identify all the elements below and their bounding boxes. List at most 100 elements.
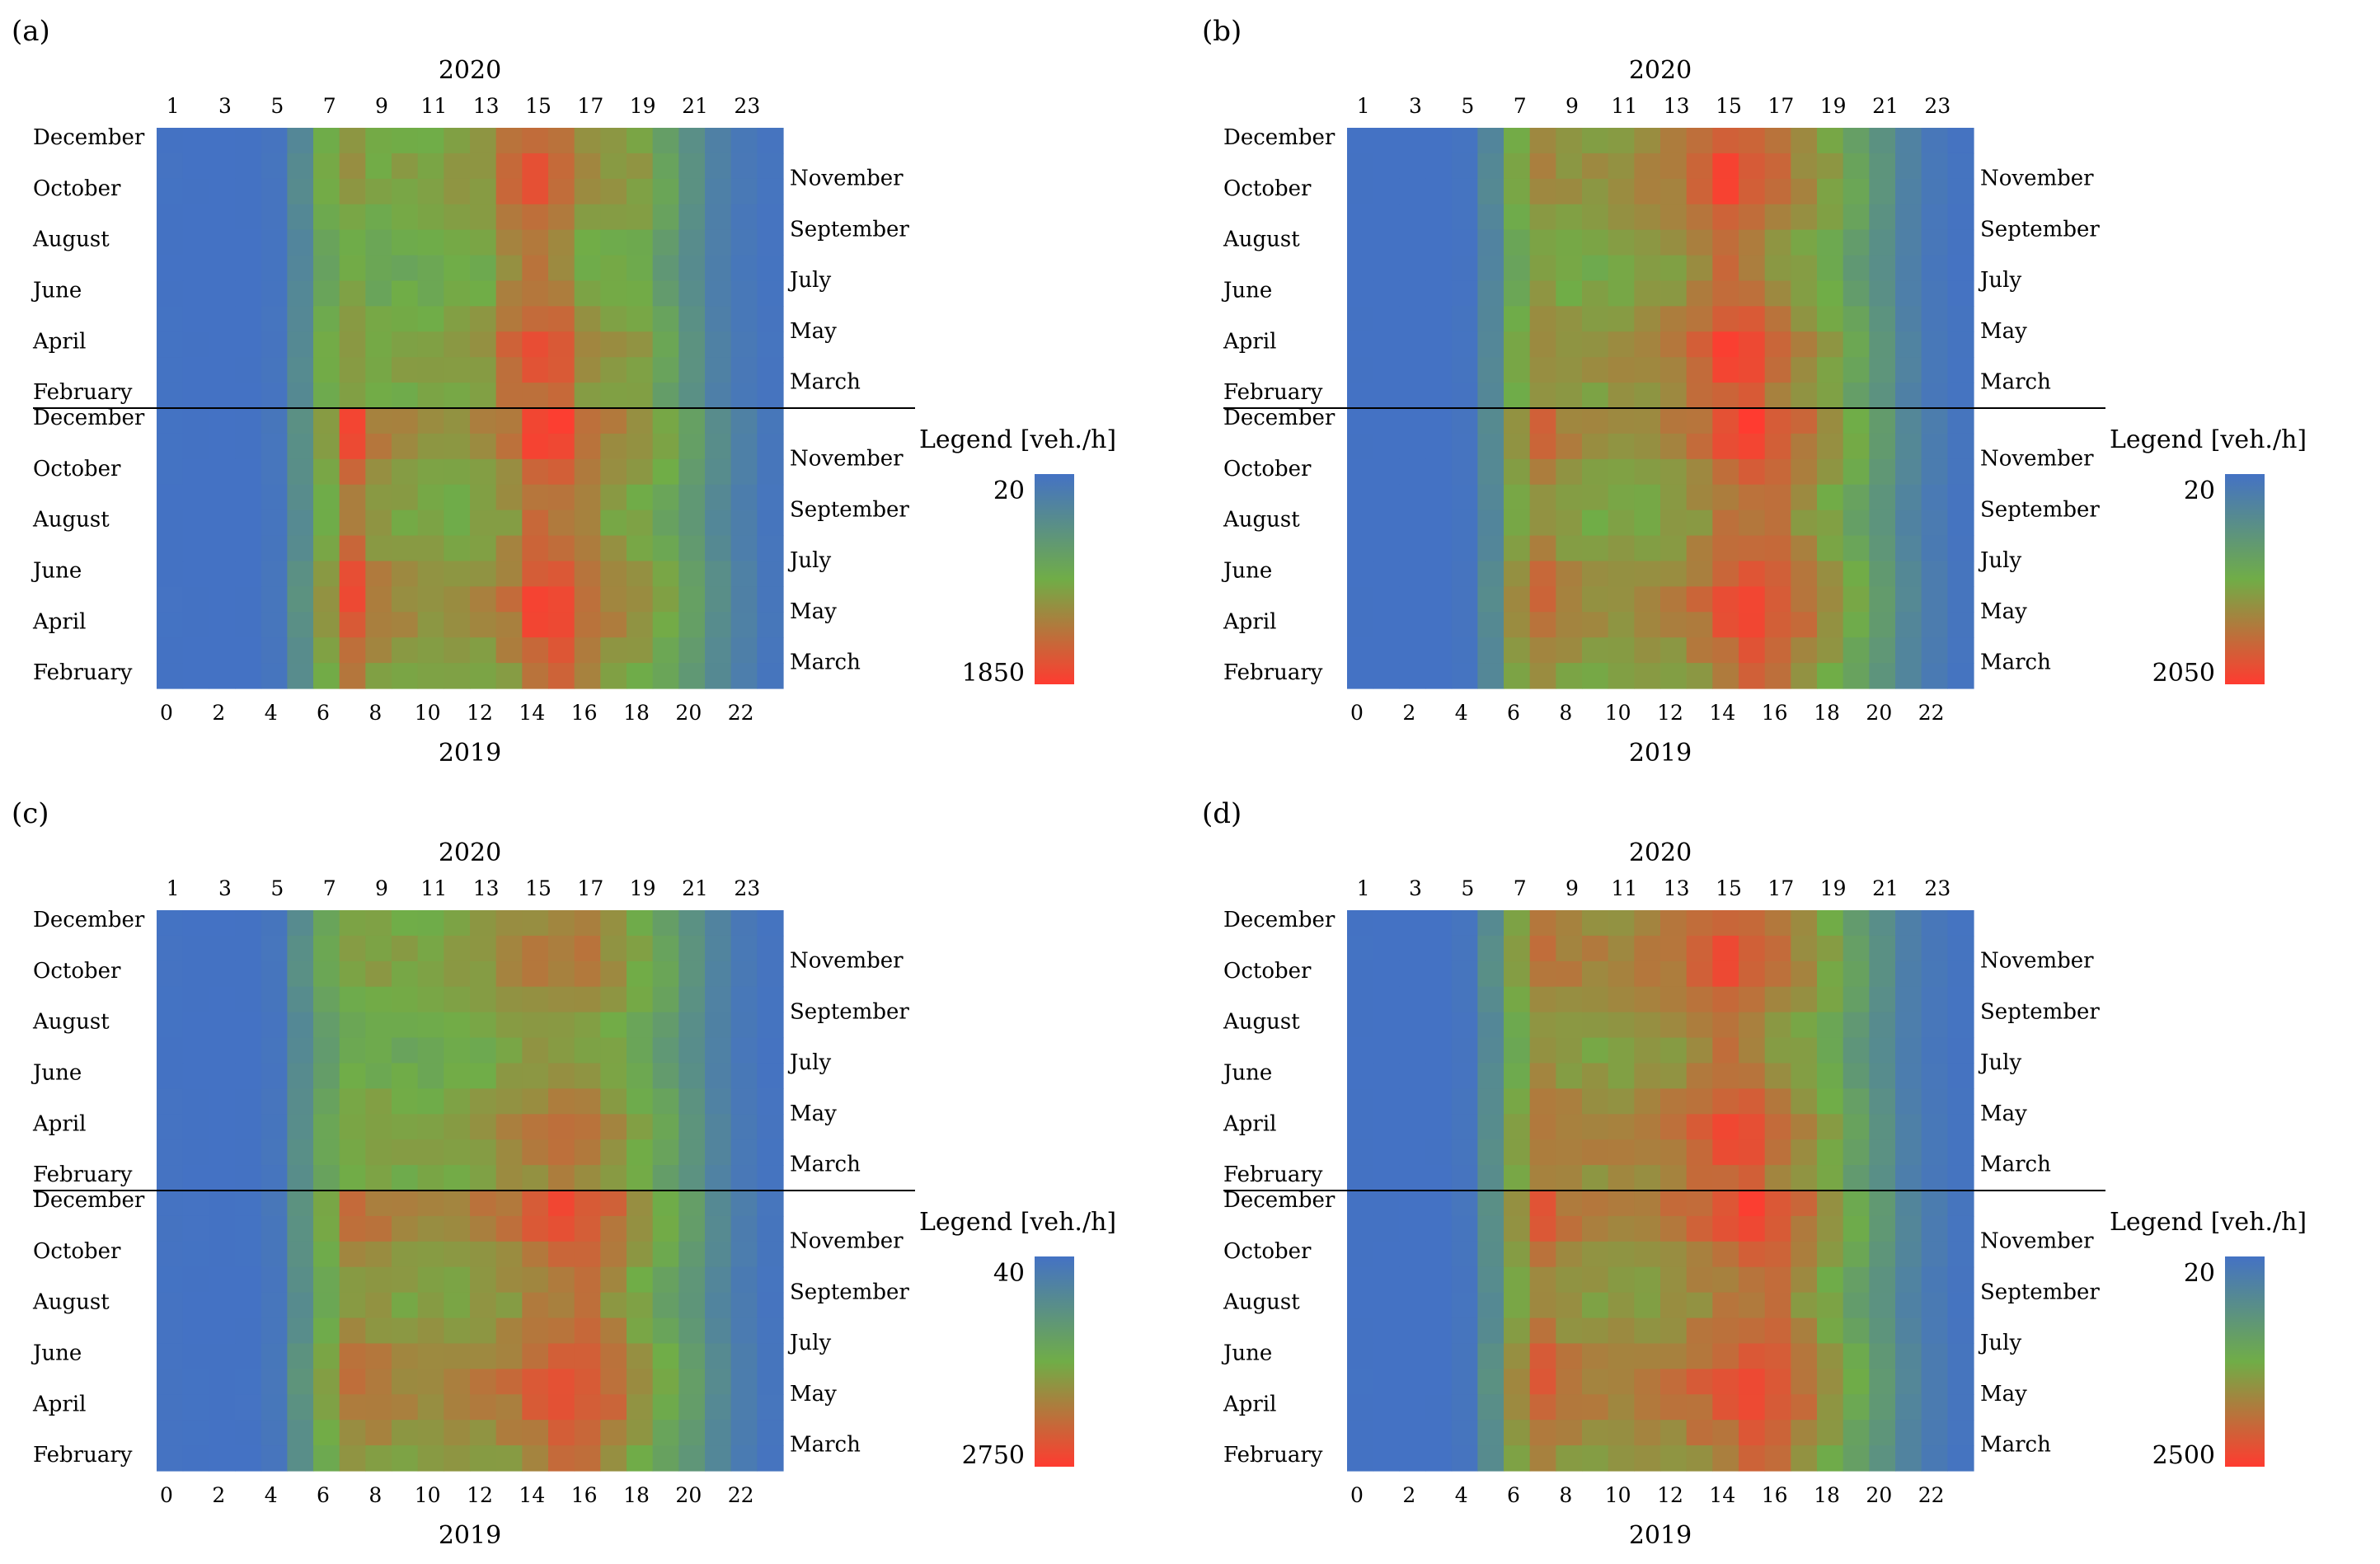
heatmap-cell [1921,510,1948,537]
month-label-right: May [1980,1101,2027,1126]
heatmap-cell [1791,128,1818,154]
heatmap-cell [365,1191,392,1217]
heatmap-cell [1504,128,1531,154]
heatmap-cell [1425,306,1453,332]
heatmap-cell [235,306,262,332]
heatmap-cell [522,1266,549,1294]
heatmap-cell [1921,935,1948,962]
heatmap-cell [757,1191,784,1217]
top-tick-label: 9 [375,94,388,118]
heatmap-cell [261,255,288,282]
heatmap-cell [1686,986,1713,1013]
heatmap-cell [365,663,392,689]
heatmap-cell [730,280,758,307]
heatmap-cell [1791,331,1818,358]
heatmap-cell [1582,1292,1609,1319]
heatmap-cell [1373,153,1400,180]
heatmap-cell [1660,510,1688,537]
heatmap-cell [1921,535,1948,562]
heatmap-cell [652,986,679,1013]
heatmap-cell [182,510,209,537]
top-tick-label: 15 [1716,876,1742,900]
heatmap-cell [392,637,419,664]
heatmap-cell [235,383,262,409]
heatmap-cell [1791,458,1818,486]
heatmap-cell [287,986,314,1013]
heatmap-cell [1582,306,1609,332]
heatmap-cell [339,1445,366,1472]
heatmap-cell [1608,1445,1635,1472]
heatmap-cell [1686,637,1713,664]
heatmap-cell [444,1037,471,1064]
heatmap-cell [1791,153,1818,180]
heatmap-cell [495,1012,523,1039]
heatmap-cell [287,561,314,587]
heatmap-cell [1791,408,1818,434]
heatmap-cell [1425,910,1453,937]
heatmap-cell [444,1292,471,1319]
heatmap-cell [1686,1343,1713,1369]
heatmap-cell [235,255,262,282]
heatmap-cell [1582,1191,1609,1217]
heatmap-cell [1504,1369,1531,1395]
heatmap-cell [1556,561,1583,587]
heatmap-cell [1739,535,1766,562]
heatmap-cell [1425,383,1453,409]
heatmap-cell [1634,433,1661,460]
month-label-right: November [1980,948,2094,973]
heatmap-cell [600,1037,627,1064]
heatmap-cell [313,128,340,154]
heatmap-cell [1817,637,1844,664]
heatmap-cell [1686,1165,1713,1191]
heatmap-cell [705,1241,732,1268]
heatmap-cell [600,383,627,409]
heatmap-cell [652,357,679,383]
heatmap-cell [417,1445,444,1472]
heatmap-cell [652,408,679,434]
heatmap-cell [1764,1165,1791,1191]
heatmap-cell [1347,1394,1374,1421]
heatmap-cell [1373,1292,1400,1319]
heatmap-cell [600,1394,627,1421]
heatmap-cell [757,1012,784,1039]
heatmap-cell [1764,960,1791,988]
heatmap-cell [1582,663,1609,689]
heatmap-cell [1764,637,1791,664]
bottom-tick-label: 10 [1605,701,1631,725]
heatmap-cell [1947,510,1974,537]
heatmap-cell [339,153,366,180]
heatmap-cell [1686,153,1713,180]
heatmap-cell [730,458,758,486]
heatmap-cell [1425,1139,1453,1166]
heatmap-cell [1869,1063,1896,1089]
heatmap-cell [1739,331,1766,358]
heatmap-cell [522,458,549,486]
heatmap-cell [548,510,575,537]
heatmap-cell [1791,663,1818,689]
heatmap-cell [339,1420,366,1446]
heatmap-cell [1764,986,1791,1013]
heatmap-cell [444,306,471,332]
heatmap-cell [1373,1445,1400,1472]
bottom-tick-label: 2 [1402,1483,1415,1507]
heatmap-cell [600,408,627,434]
heatmap-cell [574,1063,601,1089]
heatmap-cell [182,383,209,409]
heatmap-cell [470,960,497,988]
heatmap-cell [1869,306,1896,332]
heatmap-cell [1425,535,1453,562]
heatmap-cell [1347,1420,1374,1446]
heatmap-cell [1556,204,1583,231]
heatmap-cell [1660,1266,1688,1294]
heatmap-cell [1529,1394,1556,1421]
heatmap-cell [1425,128,1453,154]
heatmap-cell [365,1037,392,1064]
heatmap-cell [1373,1063,1400,1089]
legend-title: Legend [veh./h] [919,425,1116,454]
heatmap-cell [1739,1063,1766,1089]
heatmap-cell [1425,331,1453,358]
heatmap-cell [339,1139,366,1166]
legend-min-label: 20 [2184,477,2215,505]
heatmap-cell [652,535,679,562]
heatmap-cell [1556,306,1583,332]
